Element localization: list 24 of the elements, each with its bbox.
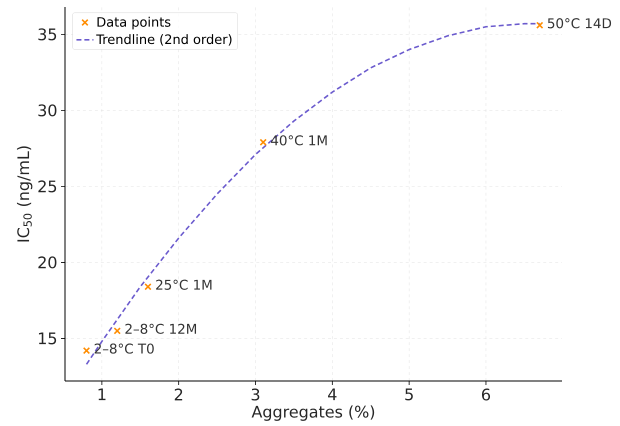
annotation: 2–8°C 12M (125, 324, 196, 334)
y-axis-title: IC$_{50}$ (ng/mL) (16, 146, 32, 242)
x-tick-label: 2 (174, 388, 182, 400)
x-tick-label: 3 (252, 388, 260, 401)
x-tick-label: 1 (98, 388, 106, 400)
point (260, 138, 267, 146)
point (536, 22, 544, 29)
point (114, 327, 121, 334)
x-tick-label: 5 (405, 388, 413, 400)
y-tick-label: 20 (38, 256, 56, 268)
legend-label: Trendline (2nd order) (96, 34, 232, 46)
x-tick-label: 6 (482, 388, 490, 401)
x-tick-label: 4 (328, 388, 337, 400)
point (144, 283, 152, 290)
y-tick-label: 15 (38, 332, 56, 344)
annotation: 50°C 14D (548, 18, 612, 28)
legend-label: Data points (98, 16, 170, 30)
point (82, 346, 90, 354)
annotation: 25°C 1M (156, 280, 212, 290)
y-tick-label: 35 (38, 28, 56, 40)
y-tick-label: 30 (38, 104, 56, 116)
x-axis-title: Aggregates (%) (252, 405, 374, 421)
annotation: 40°C 1M (271, 135, 327, 146)
y-tick-label: 25 (38, 180, 56, 192)
